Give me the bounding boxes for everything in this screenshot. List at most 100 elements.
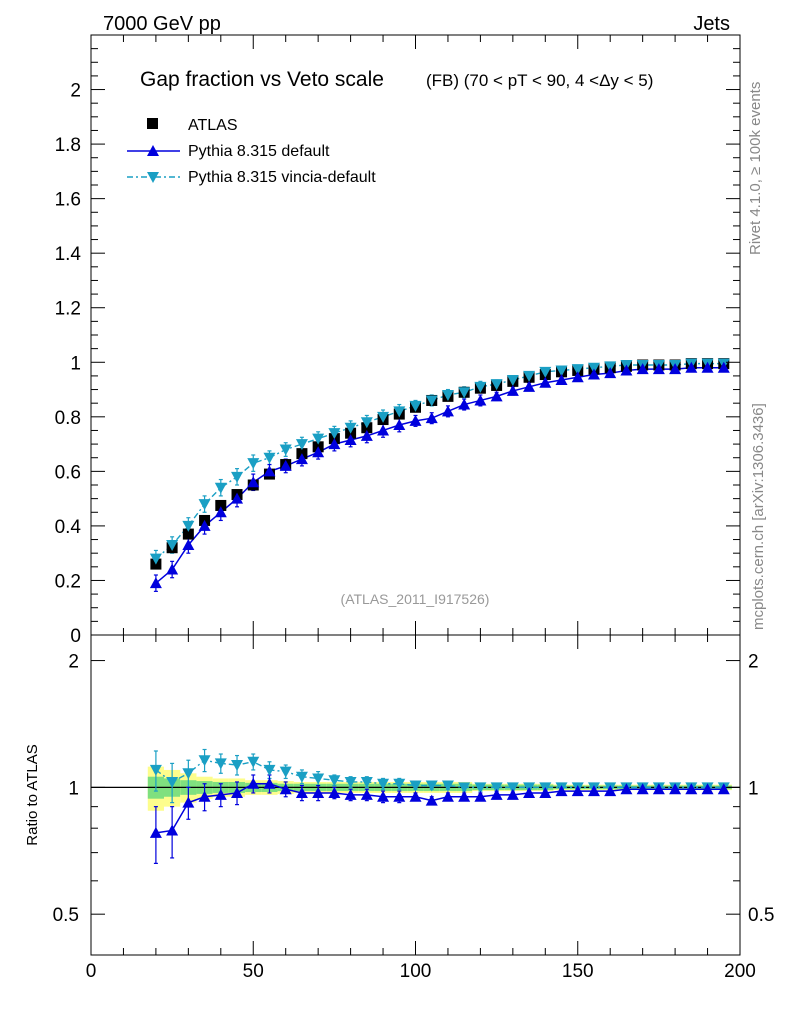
ratio-vincia-point: [198, 755, 211, 767]
vincia-data-point: [458, 387, 471, 399]
vincia-data-point: [263, 452, 276, 464]
ratio-default-point: [247, 777, 260, 789]
default-data-point: [717, 361, 730, 373]
main-panel: [149, 358, 730, 592]
legend-default-label: Pythia 8.315 default: [188, 143, 330, 160]
main-y-tick-label: 0.2: [55, 571, 81, 592]
main-y-tick-label: 0: [70, 626, 81, 647]
ratio-vincia-point: [377, 778, 390, 790]
mcplots-credit-label: mcplots.cern.ch [arXiv:1306.3436]: [750, 403, 767, 630]
main-y-tick-label: 0.8: [55, 408, 81, 429]
x-tick-label: 150: [562, 961, 594, 982]
analysis-watermark: (ATLAS_2011_I917526): [341, 591, 490, 607]
ratio-y-tick-label-right: 2: [748, 652, 759, 673]
ratio-y-tick-label: 2: [68, 652, 79, 673]
ratio-default-point: [620, 783, 633, 795]
ratio-vincia-point: [166, 776, 179, 788]
ratio-vincia-point: [214, 758, 227, 770]
default-data-point: [620, 364, 633, 376]
ratio-default-point: [214, 788, 227, 800]
main-y-tick-label: 0.4: [55, 517, 82, 538]
main-y-tick-label: 1.4: [55, 244, 82, 265]
default-data-point: [587, 368, 600, 380]
ratio-vincia-point: [506, 782, 519, 794]
vincia-data-point: [587, 362, 600, 374]
chart-subtitle: (FB) (70 < pT < 90, 4 <Δy < 5): [426, 71, 653, 90]
vincia-line: [155, 362, 724, 560]
ratio-default-point: [360, 788, 373, 800]
default-data-point: [295, 453, 308, 465]
default-data-point: [393, 419, 406, 430]
vincia-data-point: [344, 422, 357, 434]
header-process-label: Jets: [693, 13, 730, 35]
ratio-vincia-point: [149, 764, 162, 776]
ratio-default-point: [604, 785, 617, 797]
ratio-ylabel: Ratio to ATLAS: [24, 744, 41, 845]
ratio-default-point: [717, 783, 730, 795]
ratio-default-point: [441, 790, 454, 802]
ratio-vincia-point: [312, 773, 325, 785]
vincia-data-point: [506, 375, 519, 386]
ratio-vincia-point: [425, 780, 438, 792]
vincia-data-point: [231, 471, 244, 483]
vincia-data-point: [425, 395, 438, 407]
ratio-default-point: [555, 785, 568, 797]
ratio-default-point: [458, 790, 471, 802]
ratio-default-point: [198, 790, 211, 802]
ratio-default-point: [506, 788, 519, 800]
ratio-vincia-point: [231, 760, 244, 772]
vincia-data-point: [604, 361, 617, 373]
ratio-default-point: [474, 790, 487, 802]
default-data-point: [247, 476, 260, 488]
legend: ATLAS Pythia 8.315 default Pythia 8.315 …: [127, 117, 376, 186]
main-y-tick-label: 2: [70, 81, 81, 102]
x-tick-label: 200: [724, 961, 756, 982]
default-data-point: [312, 446, 325, 458]
default-data-point: [701, 361, 714, 373]
ratio-default-point: [539, 786, 552, 798]
ratio-y-tick-label-right: 1: [748, 778, 759, 799]
ratio-default-point: [182, 796, 195, 808]
default-data-point: [231, 492, 244, 504]
default-data-point: [458, 398, 471, 410]
ratio-vincia-point: [328, 775, 341, 787]
default-data-point: [166, 563, 179, 575]
default-data-point: [441, 405, 454, 417]
vincia-data-point: [441, 390, 454, 401]
default-data-point: [409, 414, 422, 426]
ratio-vincia-point: [247, 756, 260, 768]
default-data-point: [669, 363, 682, 375]
legend-default-marker: [147, 145, 159, 156]
default-data-point: [279, 459, 292, 471]
vincia-data-point: [571, 364, 584, 376]
rivet-version-label: Rivet 4.1.0, ≥ 100k events: [747, 82, 764, 255]
default-data-point: [555, 374, 568, 385]
ratio-default-point: [263, 777, 276, 789]
ratio-default-point: [312, 786, 325, 798]
ratio-default-point: [669, 783, 682, 795]
vincia-data-point: [393, 406, 406, 418]
ratio-default-point: [425, 794, 438, 806]
ratio-default-point: [409, 790, 422, 802]
default-data-point: [214, 506, 227, 518]
x-tick-label: 100: [400, 961, 432, 982]
default-data-point: [604, 367, 617, 379]
default-data-point: [182, 539, 195, 550]
ratio-default-point: [701, 783, 714, 795]
vincia-data-point: [279, 444, 292, 456]
default-data-point: [360, 429, 373, 441]
vincia-data-point: [149, 553, 162, 565]
ratio-vincia-point: [182, 768, 195, 780]
legend-atlas-marker: [147, 118, 158, 129]
ratio-vincia-point: [458, 782, 471, 794]
ratio-vincia-point: [263, 764, 276, 776]
main-y-tick-label: 1.2: [55, 299, 81, 320]
axes-group: 0 0.2 0.4 0.6 0.8 1 1.2 1.4 1.6 1.8 2 0 50 100 150 200 0…: [53, 35, 774, 982]
ratio-y-tick-label-right: 0.5: [748, 905, 774, 926]
ratio-y-tick-label: 0.5: [53, 905, 79, 926]
ratio-vincia-point: [474, 782, 487, 794]
ratio-vincia-point: [490, 782, 503, 794]
vincia-data-point: [182, 520, 195, 532]
default-data-point: [263, 465, 276, 477]
